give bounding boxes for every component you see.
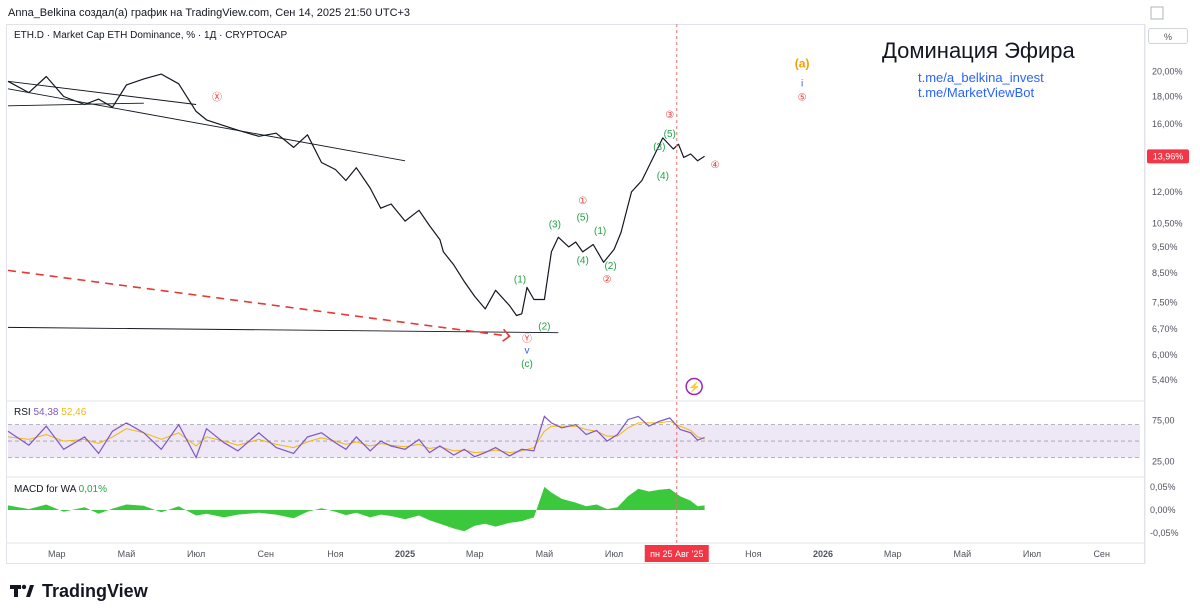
wave-label: (1)	[514, 275, 526, 286]
current-price-box	[1147, 149, 1189, 164]
attribution-text: Anna_Belkina создал(а) график на Trading…	[8, 7, 411, 19]
trendline	[7, 326, 559, 334]
trendline	[7, 80, 197, 105]
macd-label: MACD for WA	[14, 484, 76, 495]
projection-arrow-head	[502, 328, 511, 342]
crosshair-date-label: пн 25 Авг '25	[650, 549, 703, 559]
y-tick-label: 8,50%	[1152, 268, 1178, 278]
macd-area	[8, 486, 705, 532]
y-tick-label: 5,40%	[1152, 375, 1178, 385]
macd-tick-label: 0,00%	[1150, 505, 1176, 515]
wave-label: Ⓨ	[522, 333, 532, 345]
y-tick-label: 16,00%	[1152, 119, 1183, 129]
rsi-tick-label: 75,00	[1152, 415, 1175, 425]
x-tick-label: 2025	[395, 549, 415, 559]
lightning-icon-glyph: ⚡	[688, 381, 700, 394]
price-series-line	[7, 73, 705, 317]
x-tick-label: Мар	[884, 549, 902, 559]
wave-label: v	[524, 345, 529, 356]
rsi-tick-label: 25,00	[1152, 457, 1175, 467]
settings-icon[interactable]	[1150, 6, 1164, 20]
x-tick-label: Сен	[258, 549, 275, 559]
tradingview-wordmark: TradingView	[42, 580, 148, 601]
wave-label: ②	[603, 275, 612, 286]
y-tick-label: 6,00%	[1152, 350, 1178, 360]
wave-label: Ⓧ	[212, 92, 222, 104]
wave-label: ③	[665, 110, 674, 121]
macd-value: 0,01%	[78, 484, 107, 495]
wave-label: (2)	[604, 261, 616, 272]
x-tick-label: Ноя	[327, 549, 344, 559]
tradingview-logo[interactable]: TradingView	[10, 580, 148, 602]
wave-label: (c)	[521, 359, 533, 370]
projection-arrow-line	[7, 269, 510, 338]
x-tick-label: 2026	[813, 549, 833, 559]
rsi-value: 54,38	[33, 407, 59, 418]
x-tick-label: Май	[118, 549, 136, 559]
telegram-link-bot[interactable]: t.me/MarketViewBot	[918, 85, 1035, 100]
macd-tick-label: -0,05%	[1150, 528, 1179, 538]
tradingview-logo-icon	[10, 584, 34, 597]
wave-label: (a)	[795, 57, 810, 71]
wave-label: (4)	[577, 256, 589, 267]
rsi-legend: RSI 54,38 52,46	[14, 407, 86, 418]
x-tick-label: Июл	[1023, 549, 1041, 559]
wave-label: (3)	[653, 142, 665, 153]
x-tick-label: Июл	[605, 549, 623, 559]
current-price-label: 13,96%	[1153, 151, 1184, 161]
macd-tick-label: 0,05%	[1150, 482, 1176, 492]
rsi-label: RSI	[14, 407, 31, 418]
telegram-link-invest[interactable]: t.me/a_belkina_invest	[918, 70, 1044, 85]
wave-label: (5)	[664, 129, 676, 140]
y-tick-label: 12,00%	[1152, 187, 1183, 197]
rsi-line	[7, 415, 705, 459]
wave-label: (4)	[657, 171, 669, 182]
x-tick-label: Май	[536, 549, 554, 559]
x-tick-label: Сен	[1093, 549, 1110, 559]
trendline	[7, 102, 144, 107]
wave-label: (5)	[577, 213, 589, 224]
wave-label: i	[801, 79, 803, 90]
y-tick-label: 6,70%	[1152, 324, 1178, 334]
y-tick-label: 20,00%	[1152, 67, 1183, 77]
percent-scale-button[interactable]: %	[1148, 28, 1188, 44]
wave-label: ④	[711, 160, 720, 171]
y-tick-label: 18,00%	[1152, 92, 1183, 102]
macd-legend: MACD for WA 0,01%	[14, 484, 107, 495]
x-tick-label: Мар	[466, 549, 484, 559]
symbol-description: ETH.D · Market Cap ETH Dominance, % · 1Д…	[14, 30, 288, 41]
y-tick-label: 9,50%	[1152, 242, 1178, 252]
rsi-band	[8, 424, 1140, 458]
rsi-ma-value: 52,46	[61, 407, 87, 418]
wave-label: (3)	[549, 219, 561, 230]
trendline	[7, 88, 406, 162]
x-tick-label: Июл	[187, 549, 205, 559]
crosshair-date-box	[644, 545, 709, 562]
wave-label: (2)	[538, 322, 550, 333]
rsi-ma-line	[7, 420, 705, 454]
wave-label: ①	[578, 196, 587, 207]
y-tick-label: 10,50%	[1152, 218, 1183, 228]
wave-label: ⑤	[798, 93, 807, 104]
y-tick-label: 7,50%	[1152, 298, 1178, 308]
x-tick-label: Ноя	[745, 549, 762, 559]
x-tick-label: Мар	[48, 549, 66, 559]
wave-label: (1)	[594, 226, 606, 237]
lightning-icon	[685, 377, 703, 396]
chart-headline: Доминация Эфира	[882, 38, 1075, 63]
x-tick-label: Май	[954, 549, 972, 559]
